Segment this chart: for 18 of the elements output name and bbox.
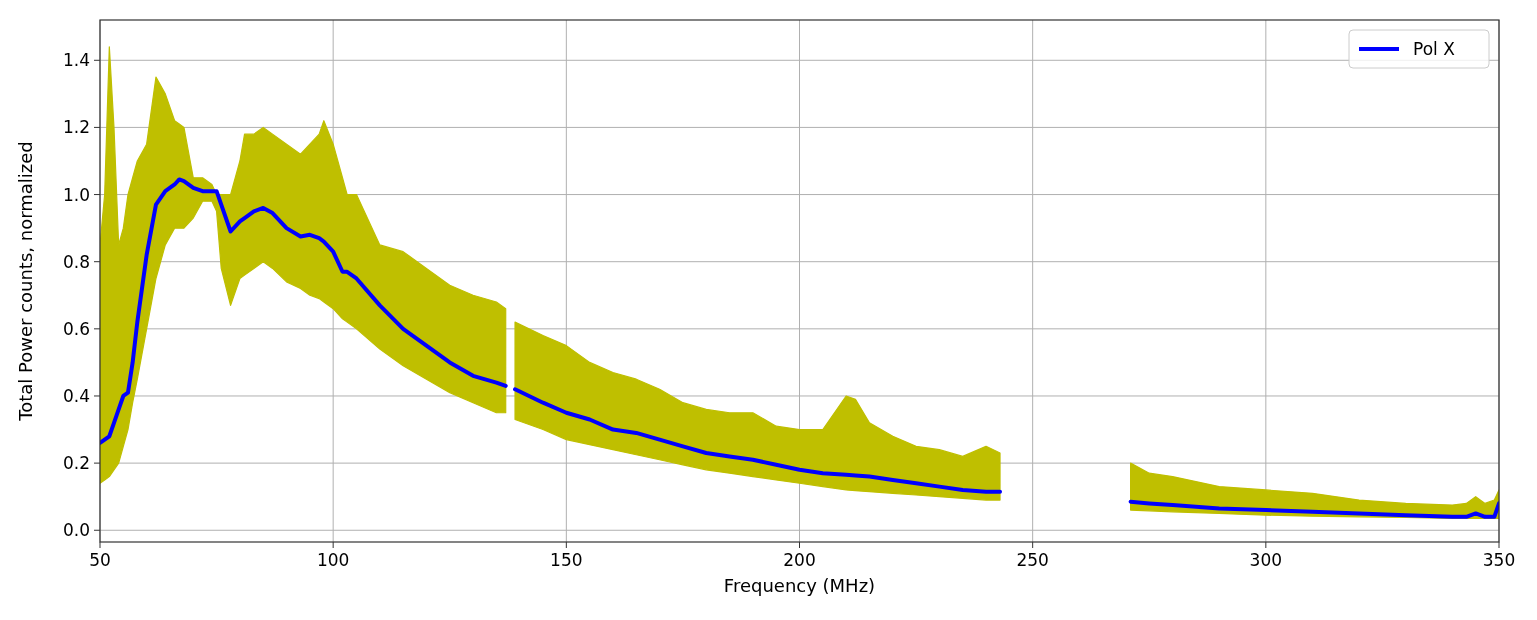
x-tick-label: 350 [1482,550,1516,570]
x-tick-label: 250 [1016,550,1049,570]
y-tick-label: 0.2 [62,453,90,474]
legend-label: Pol X [1413,39,1456,59]
y-tick-label: 0.4 [62,385,90,406]
x-tick-label: 100 [316,550,350,570]
x-tick-label: 300 [1249,550,1283,570]
y-axis-title: Total Power counts, normalized [15,141,36,422]
x-tick-label: 200 [783,550,816,570]
y-tick-label: 0.8 [62,251,90,272]
y-tick-label: 0.0 [62,520,90,541]
x-tick-label: 50 [89,550,111,570]
y-tick-label: 1.2 [62,117,90,138]
x-axis-title: Frequency (MHz) [723,575,876,596]
y-tick-label: 1.4 [62,50,90,71]
x-tick-label: 150 [550,550,583,570]
y-tick-label: 1.0 [62,184,90,205]
y-tick-label: 0.6 [62,318,90,339]
